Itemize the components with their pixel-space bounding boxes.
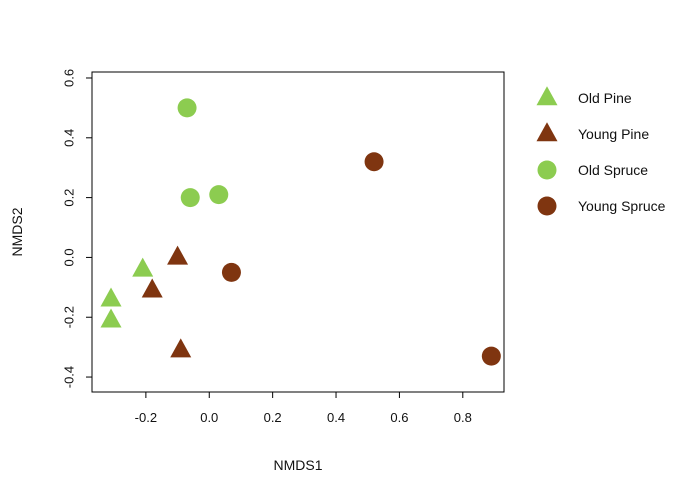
legend-young-spruce-label: Young Spruce [578,198,666,214]
young-pine-point [170,338,192,358]
old-pine-point [100,287,122,307]
young-pine-point [167,245,189,265]
y-tick-label: -0.2 [61,306,76,328]
y-tick-label: 0.0 [61,248,76,266]
legend-old-spruce-label: Old Spruce [578,162,648,178]
x-tick-label: -0.2 [135,410,157,425]
y-tick-label: 0.4 [61,129,76,147]
x-tick-label: 0.2 [264,410,282,425]
young-spruce-point [221,262,241,282]
y-tick-label: 0.6 [61,69,76,87]
legend-old-pine-label: Old Pine [578,90,632,106]
data-points [100,98,501,366]
y-tick-label: 0.2 [61,189,76,207]
legend-old-pine-marker [536,86,558,106]
legend-young-pine-label: Young Pine [578,126,649,142]
old-spruce-point [180,188,200,208]
young-spruce-point [481,346,501,366]
old-spruce-point [209,185,229,205]
x-tick-label: 0.6 [390,410,408,425]
x-axis: -0.2 0.0 0.2 0.4 0.6 0.8 [135,392,472,425]
y-axis-title: NMDS2 [9,207,25,256]
legend: Old Pine Young Pine Old Spruce Young Spruce [536,86,666,216]
x-axis-title: NMDS1 [273,457,322,473]
young-spruce-point [364,152,384,172]
young-pine-point [141,278,163,298]
legend-young-spruce-marker [537,196,557,216]
legend-old-spruce-marker [537,160,557,180]
y-axis: -0.4 -0.2 0.0 0.2 0.4 0.6 [61,69,92,388]
x-tick-label: 0.4 [327,410,345,425]
legend-young-pine-marker [536,122,558,142]
old-pine-point [132,257,154,277]
old-pine-point [100,308,122,328]
plot-frame [91,71,505,393]
x-tick-label: 0.0 [200,410,218,425]
x-tick-label: 0.8 [454,410,472,425]
old-spruce-point [177,98,197,118]
y-tick-label: -0.4 [61,366,76,388]
